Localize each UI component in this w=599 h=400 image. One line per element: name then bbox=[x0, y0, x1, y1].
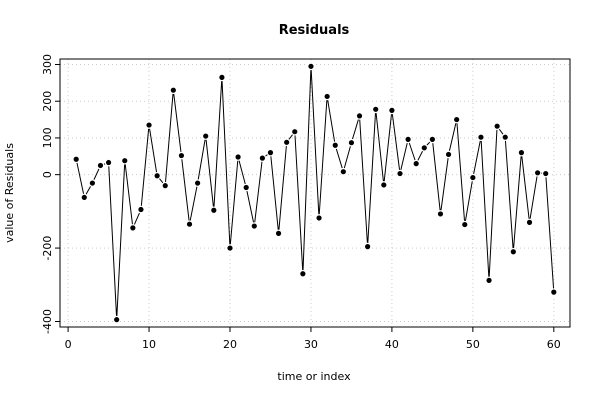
y-tick-label: 300 bbox=[41, 54, 54, 75]
x-axis: 0 10 20 30 40 50 60 bbox=[65, 327, 561, 351]
x-axis-label: time or index bbox=[277, 370, 351, 383]
data-point bbox=[541, 169, 550, 178]
data-point bbox=[452, 115, 461, 124]
data-point bbox=[501, 133, 510, 141]
data-point bbox=[129, 224, 137, 232]
data-point bbox=[517, 148, 526, 157]
data-point bbox=[388, 106, 396, 115]
x-tick-label: 0 bbox=[65, 338, 72, 351]
data-point bbox=[153, 171, 161, 180]
data-point bbox=[477, 133, 485, 141]
data-point bbox=[112, 315, 121, 324]
x-tick-label: 20 bbox=[223, 338, 237, 351]
x-tick-label: 10 bbox=[142, 338, 156, 351]
y-tick-label: -200 bbox=[41, 236, 54, 261]
data-point bbox=[137, 205, 145, 214]
data-point bbox=[404, 135, 412, 144]
data-point bbox=[533, 169, 542, 177]
data-point bbox=[436, 210, 445, 218]
data-point bbox=[80, 193, 89, 202]
x-tick-label: 40 bbox=[385, 338, 399, 351]
data-point bbox=[363, 242, 372, 251]
grid-lines bbox=[60, 59, 570, 327]
data-point bbox=[428, 135, 437, 144]
y-tick-label: 0 bbox=[41, 171, 54, 178]
data-point bbox=[88, 179, 97, 187]
residuals-points bbox=[72, 62, 558, 324]
data-point bbox=[509, 247, 518, 256]
plot-frame bbox=[59, 58, 571, 328]
data-point bbox=[282, 138, 291, 147]
data-point bbox=[72, 155, 80, 164]
data-point bbox=[347, 138, 356, 147]
data-point bbox=[120, 156, 129, 165]
data-point bbox=[355, 112, 364, 120]
y-axis: -400 -200 0 100 200 300 bbox=[41, 54, 60, 334]
y-axis-label: value of Residuals bbox=[3, 143, 16, 243]
y-tick-label: 100 bbox=[41, 127, 54, 148]
y-tick-label: -400 bbox=[41, 309, 54, 334]
data-point bbox=[161, 181, 170, 190]
data-point bbox=[331, 141, 340, 150]
data-point bbox=[323, 92, 331, 101]
data-point bbox=[104, 158, 113, 167]
data-point bbox=[460, 220, 469, 229]
data-point bbox=[96, 161, 105, 170]
data-point bbox=[226, 244, 234, 252]
data-point bbox=[307, 62, 315, 71]
data-point bbox=[290, 127, 299, 136]
data-point bbox=[412, 159, 420, 168]
data-point bbox=[169, 86, 178, 95]
data-point bbox=[201, 132, 210, 140]
data-point bbox=[274, 229, 283, 238]
data-point bbox=[493, 122, 501, 130]
data-point bbox=[258, 154, 267, 162]
data-point bbox=[193, 179, 202, 187]
data-point bbox=[525, 218, 534, 227]
data-point bbox=[145, 121, 153, 129]
data-point bbox=[339, 167, 348, 176]
x-tick-label: 50 bbox=[466, 338, 480, 351]
residuals-series-line bbox=[75, 66, 555, 320]
data-point bbox=[485, 276, 493, 285]
data-point bbox=[250, 222, 259, 230]
data-point bbox=[315, 214, 323, 222]
data-point bbox=[234, 153, 242, 161]
data-point bbox=[469, 173, 477, 182]
data-point bbox=[218, 73, 226, 82]
data-point bbox=[420, 144, 429, 152]
data-point bbox=[380, 181, 388, 189]
x-tick-label: 60 bbox=[547, 338, 561, 351]
data-point bbox=[299, 269, 307, 278]
data-point bbox=[396, 169, 404, 178]
x-tick-label: 30 bbox=[304, 338, 318, 351]
data-point bbox=[266, 148, 275, 157]
data-point bbox=[177, 151, 186, 160]
y-tick-label: 200 bbox=[41, 91, 54, 112]
data-point bbox=[242, 183, 250, 192]
data-point bbox=[550, 288, 558, 296]
chart-title: Residuals bbox=[279, 23, 350, 38]
data-point bbox=[210, 206, 218, 215]
data-point bbox=[444, 150, 453, 159]
data-point bbox=[185, 220, 194, 229]
data-point bbox=[371, 105, 380, 114]
